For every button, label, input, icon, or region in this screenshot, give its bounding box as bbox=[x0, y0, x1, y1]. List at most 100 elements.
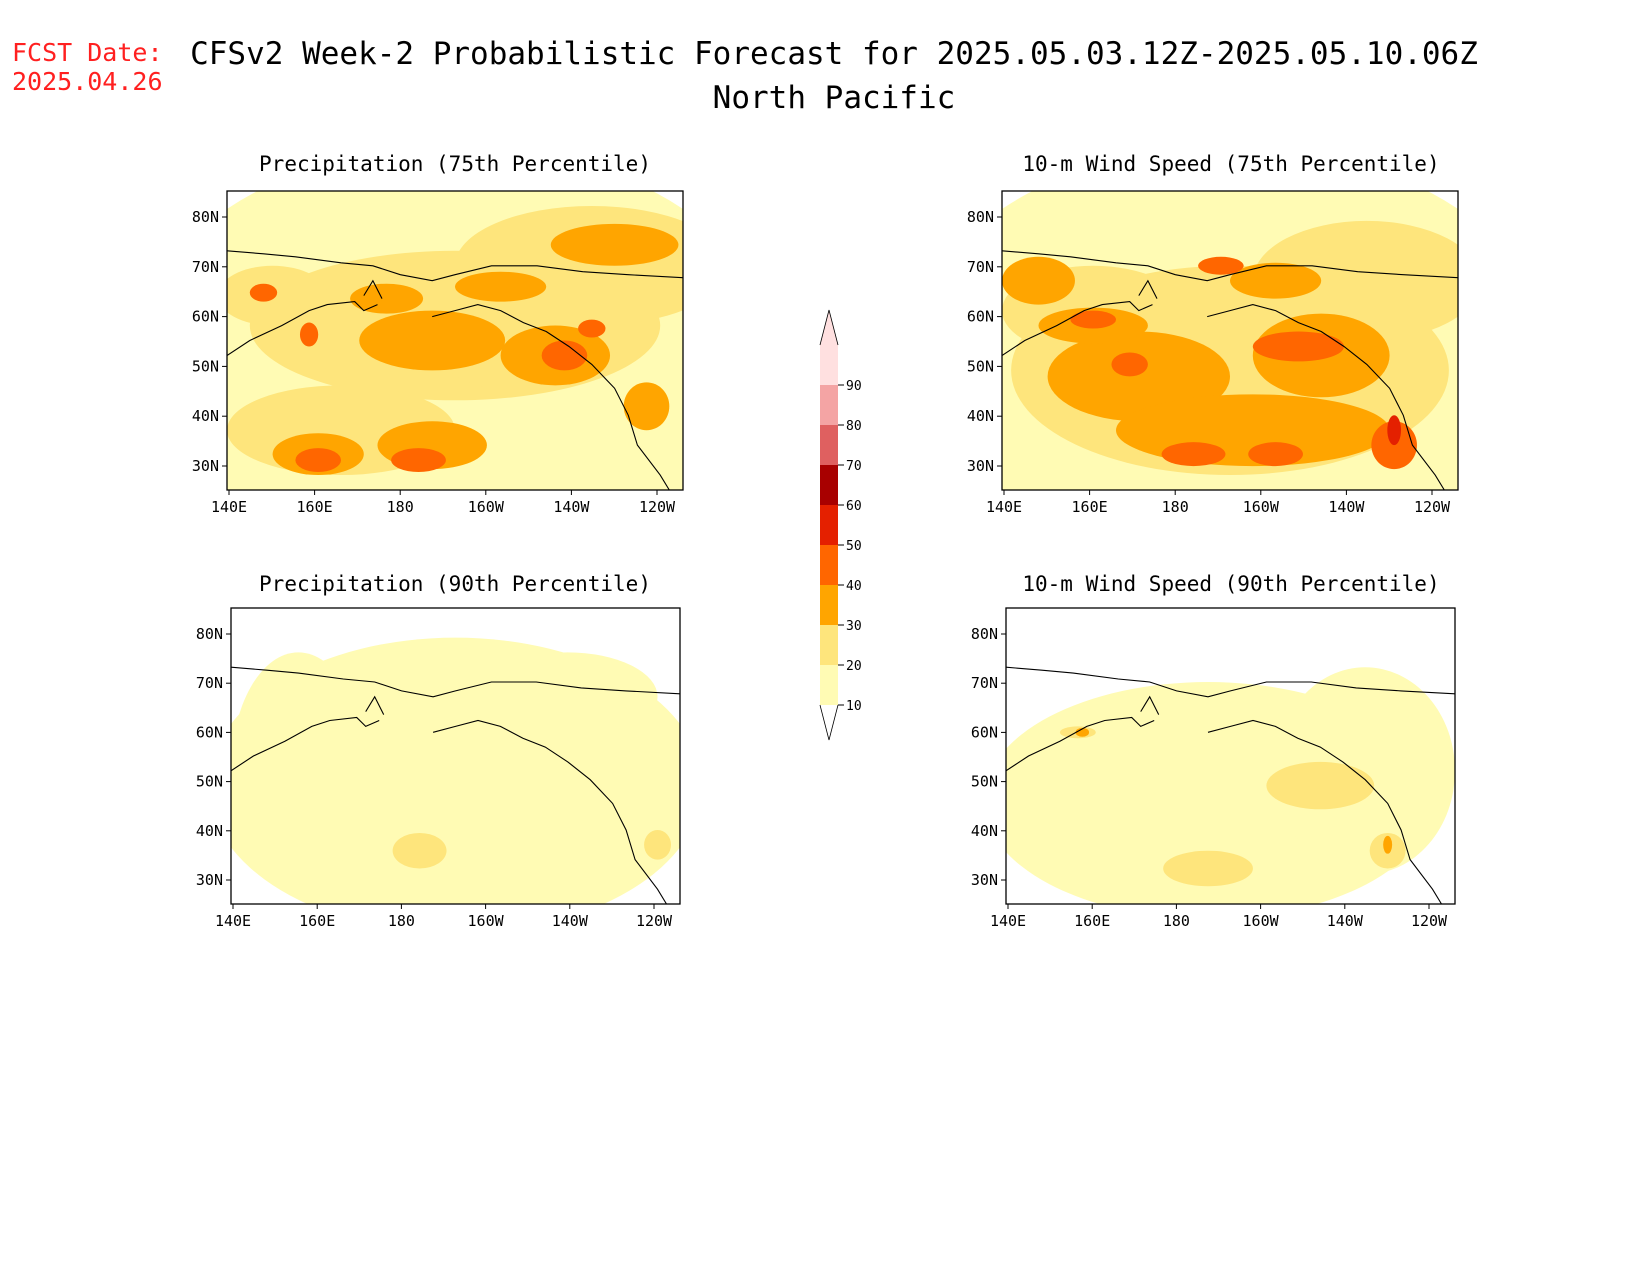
y-tick-label: 80N bbox=[971, 625, 998, 643]
coastline bbox=[1207, 304, 1445, 490]
colorbar-label: 70 bbox=[846, 459, 862, 474]
coastline bbox=[231, 716, 380, 772]
coastline bbox=[1002, 301, 1153, 356]
colorbar-label: 90 bbox=[846, 379, 862, 394]
y-tick-label: 60N bbox=[971, 723, 998, 741]
x-tick-label: 120W bbox=[1414, 498, 1451, 516]
probability-region bbox=[391, 448, 446, 473]
y-tick-label: 50N bbox=[971, 773, 998, 791]
colorbar-label: 30 bbox=[846, 619, 862, 634]
probability-region bbox=[550, 223, 679, 266]
x-tick-label: 140W bbox=[1328, 498, 1365, 516]
map-panel-wind75: 140E 160E 180 160W 140W 120W 80N 70N 60N 50N 40N 30… bbox=[967, 190, 1459, 516]
coastline bbox=[227, 250, 683, 282]
panel-title-precip75: Precipitation (75th Percentile) bbox=[259, 152, 651, 176]
y-tick-label: 40N bbox=[971, 822, 998, 840]
colorbar-segment bbox=[820, 345, 838, 385]
y-tick-label: 50N bbox=[196, 773, 223, 791]
probability-region bbox=[1230, 262, 1322, 299]
coastline bbox=[1140, 695, 1160, 715]
map-panel-precip75: 140E 160E 180 160W 140W 120W 80N 70N 60N 50N 40N 30… bbox=[192, 190, 684, 516]
y-tick-label: 80N bbox=[192, 208, 219, 226]
y-tick-label: 60N bbox=[192, 308, 219, 326]
map-frame bbox=[226, 190, 684, 491]
colorbar-segment bbox=[820, 505, 838, 545]
colorbar-label: 10 bbox=[846, 699, 862, 714]
colorbar-label: 40 bbox=[846, 579, 862, 594]
y-tick-label: 40N bbox=[192, 407, 219, 425]
probability-region bbox=[1198, 256, 1244, 275]
coastline bbox=[1138, 279, 1158, 299]
x-tick-label: 180 bbox=[387, 498, 414, 516]
x-tick-label: 160E bbox=[1072, 498, 1108, 516]
coastline bbox=[231, 666, 680, 698]
coastline bbox=[432, 304, 670, 490]
x-tick-label: 160E bbox=[1074, 912, 1110, 930]
colorbar-segment bbox=[820, 625, 838, 665]
probability-region bbox=[1047, 331, 1231, 422]
probability-region bbox=[299, 322, 319, 347]
coastline bbox=[363, 279, 383, 299]
x-tick-label: 160E bbox=[299, 912, 335, 930]
probability-region bbox=[541, 340, 588, 371]
figure-subtitle: North Pacific bbox=[712, 80, 956, 116]
y-tick-label: 40N bbox=[967, 407, 994, 425]
coastline bbox=[1006, 716, 1155, 772]
probability-region bbox=[623, 382, 670, 431]
map-frame bbox=[1001, 190, 1459, 491]
x-tick-label: 140E bbox=[986, 498, 1022, 516]
colorbar: 10 20 30 40 50 60 70 80 90 bbox=[819, 309, 862, 741]
x-tick-label: 160W bbox=[1243, 498, 1280, 516]
coastline bbox=[432, 719, 667, 904]
probability-region bbox=[1248, 442, 1303, 467]
x-tick-label: 140W bbox=[1327, 912, 1364, 930]
y-tick-label: 60N bbox=[196, 723, 223, 741]
colorbar-label: 60 bbox=[846, 499, 862, 514]
map-frame bbox=[1005, 607, 1456, 905]
x-tick-label: 160W bbox=[468, 912, 505, 930]
y-tick-label: 30N bbox=[192, 457, 219, 475]
probability-region bbox=[1161, 442, 1226, 467]
y-tick-label: 50N bbox=[967, 357, 994, 375]
y-tick-label: 70N bbox=[196, 674, 223, 692]
probability-region bbox=[578, 319, 606, 338]
panel-title-wind90: 10-m Wind Speed (90th Percentile) bbox=[1022, 572, 1440, 596]
map-frame bbox=[230, 607, 681, 905]
x-tick-label: 160W bbox=[468, 498, 505, 516]
probability-region bbox=[1028, 711, 1209, 801]
figure-title-block: CFSv2 Week-2 Probabilistic Forecast for … bbox=[0, 32, 1650, 120]
colorbar-segment bbox=[820, 585, 838, 625]
coastline bbox=[1006, 666, 1455, 698]
y-tick-label: 30N bbox=[196, 871, 223, 889]
fcst-date-value: 2025.04.26 bbox=[12, 67, 163, 96]
x-tick-label: 160W bbox=[1243, 912, 1280, 930]
probability-region bbox=[644, 830, 672, 860]
probability-region bbox=[477, 652, 658, 742]
x-tick-label: 160E bbox=[297, 498, 333, 516]
x-tick-label: 140W bbox=[553, 498, 590, 516]
colorbar-bottom-arrow bbox=[819, 704, 839, 741]
colorbar-segment bbox=[820, 545, 838, 585]
colorbar-label: 20 bbox=[846, 659, 862, 674]
panel-title-wind75: 10-m Wind Speed (75th Percentile) bbox=[1022, 152, 1440, 176]
probability-region bbox=[227, 265, 328, 326]
probability-region bbox=[1163, 850, 1253, 887]
y-tick-label: 30N bbox=[971, 871, 998, 889]
colorbar-segment bbox=[820, 665, 838, 705]
colorbar-segment bbox=[820, 425, 838, 465]
probability-region bbox=[455, 271, 547, 302]
colorbar-segment bbox=[820, 385, 838, 425]
colorbar-label: 80 bbox=[846, 419, 862, 434]
y-tick-label: 70N bbox=[967, 258, 994, 276]
map-panel-precip90: 140E 160E 180 160W 140W 120W 80N 70N 60N 50N 40N 30… bbox=[196, 607, 681, 930]
x-tick-label: 140E bbox=[211, 498, 247, 516]
colorbar-segment bbox=[820, 465, 838, 505]
fcst-date-label: FCST Date: bbox=[12, 38, 163, 67]
y-tick-label: 50N bbox=[192, 357, 219, 375]
y-tick-label: 60N bbox=[967, 308, 994, 326]
probability-region bbox=[1252, 331, 1344, 362]
probability-region bbox=[1111, 352, 1148, 377]
y-tick-label: 70N bbox=[192, 258, 219, 276]
x-tick-label: 180 bbox=[1162, 498, 1189, 516]
fcst-date-block: FCST Date: 2025.04.26 bbox=[12, 38, 163, 96]
